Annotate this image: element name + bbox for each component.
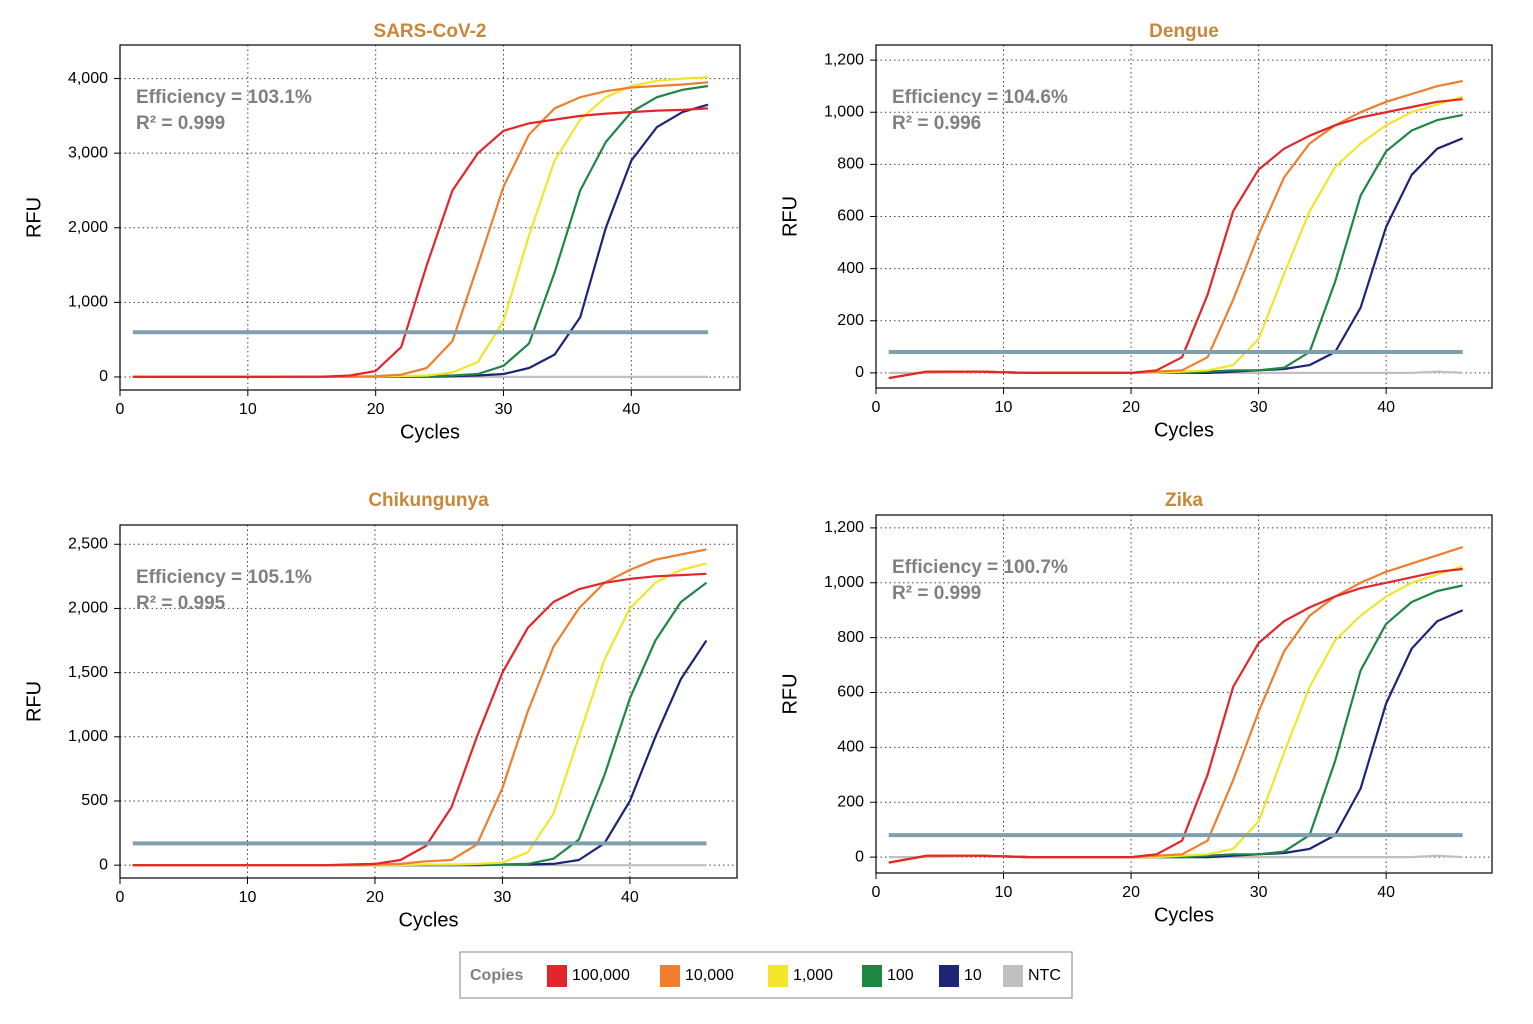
annotation: R² = 0.999 (136, 113, 225, 134)
y-tick-label: 200 (837, 793, 864, 810)
x-tick-label: 40 (621, 889, 639, 906)
x-axis-label: Cycles (1154, 904, 1214, 926)
legend-label: 100 (887, 967, 914, 984)
annotation: Efficiency = 103.1% (136, 87, 312, 108)
x-tick-label: 0 (872, 399, 881, 416)
y-tick-label: 1,500 (68, 664, 108, 681)
legend-label: 10,000 (685, 967, 734, 984)
y-tick-label: 400 (837, 260, 864, 277)
y-tick-label: 1,200 (824, 519, 864, 536)
y-axis-label: RFU (23, 681, 45, 722)
x-axis-label: Cycles (398, 909, 458, 931)
series-line (888, 567, 1463, 864)
annotation: Efficiency = 104.6% (892, 87, 1068, 108)
y-tick-label: 400 (837, 739, 864, 756)
x-tick-label: 0 (116, 401, 125, 418)
x-tick-label: 0 (872, 884, 881, 901)
legend-label: 100,000 (572, 967, 630, 984)
y-tick-label: 1,200 (824, 51, 864, 68)
plot-frame (119, 524, 738, 879)
x-tick-label: 40 (1377, 884, 1395, 901)
y-tick-label: 800 (837, 629, 864, 646)
legend-swatch (547, 965, 567, 987)
x-tick-label: 20 (1122, 884, 1140, 901)
legend-label: 10 (964, 967, 982, 984)
y-tick-label: 0 (855, 848, 864, 865)
x-tick-label: 30 (1250, 399, 1268, 416)
x-tick-label: 30 (495, 401, 513, 418)
y-tick-label: 0 (855, 364, 864, 381)
series-line (132, 103, 709, 378)
series-line (132, 107, 709, 378)
y-tick-label: 600 (837, 684, 864, 701)
y-tick-label: 2,500 (68, 535, 108, 552)
x-tick-label: 20 (367, 401, 385, 418)
x-tick-label: 40 (1377, 399, 1395, 416)
series-line (888, 98, 1463, 380)
x-tick-label: 30 (1250, 884, 1268, 901)
plot-frame (875, 514, 1493, 874)
annotation: R² = 0.999 (892, 583, 981, 604)
legend-label: NTC (1028, 967, 1061, 984)
series-line (888, 609, 1464, 864)
x-tick-label: 20 (1122, 399, 1140, 416)
chart-title: Zika (1165, 490, 1203, 511)
legend-label: 1,000 (793, 967, 833, 984)
series-line (132, 572, 707, 867)
y-tick-label: 2,000 (68, 219, 108, 236)
x-tick-label: 40 (622, 401, 640, 418)
x-axis-label: Cycles (1154, 419, 1214, 441)
series-line (132, 639, 708, 867)
plot-frame (875, 44, 1493, 389)
series-line (888, 584, 1463, 864)
y-tick-label: 500 (81, 792, 108, 809)
legend-swatch (1003, 965, 1023, 987)
y-tick-label: 600 (837, 208, 864, 225)
y-tick-label: 200 (837, 312, 864, 329)
series-line (888, 137, 1464, 380)
y-tick-label: 0 (99, 368, 108, 385)
y-tick-label: 1,000 (68, 294, 108, 311)
plot-frame (119, 44, 741, 391)
y-tick-label: 800 (837, 156, 864, 173)
x-tick-label: 10 (995, 884, 1013, 901)
chart-title: Dengue (1149, 21, 1219, 42)
annotation: R² = 0.995 (136, 593, 226, 614)
y-axis-label: RFU (779, 673, 801, 714)
series-line (132, 581, 708, 867)
annotation: Efficiency = 100.7% (892, 557, 1068, 578)
series-line (888, 565, 1464, 864)
annotation: R² = 0.996 (892, 113, 981, 134)
x-tick-label: 30 (494, 889, 512, 906)
y-tick-label: 0 (99, 856, 108, 873)
annotation: Efficiency = 105.1% (136, 567, 312, 588)
series-line (888, 95, 1464, 380)
y-tick-label: 1,000 (824, 103, 864, 120)
y-tick-label: 2,000 (68, 600, 108, 617)
x-tick-label: 10 (995, 399, 1013, 416)
legend-swatch (862, 965, 882, 987)
y-axis-label: RFU (23, 197, 45, 238)
legend-swatch (939, 965, 959, 987)
x-tick-label: 20 (366, 889, 384, 906)
y-tick-label: 1,000 (824, 574, 864, 591)
x-tick-label: 10 (239, 401, 257, 418)
y-axis-label: RFU (779, 196, 801, 237)
x-tick-label: 10 (239, 889, 257, 906)
chart-title: Chikungunya (368, 490, 489, 511)
x-tick-label: 0 (116, 889, 125, 906)
legend-title: Copies (470, 967, 523, 984)
x-axis-label: Cycles (400, 421, 460, 443)
y-tick-label: 3,000 (68, 144, 108, 161)
legend-swatch (660, 965, 680, 987)
series-line (888, 113, 1463, 380)
legend: Copies 100,000 10,000 1,000 100 10 NTC (459, 951, 1073, 999)
y-tick-label: 1,000 (68, 728, 108, 745)
y-tick-label: 4,000 (68, 70, 108, 87)
chart-title: SARS-CoV-2 (374, 21, 487, 42)
legend-swatch (768, 965, 788, 987)
